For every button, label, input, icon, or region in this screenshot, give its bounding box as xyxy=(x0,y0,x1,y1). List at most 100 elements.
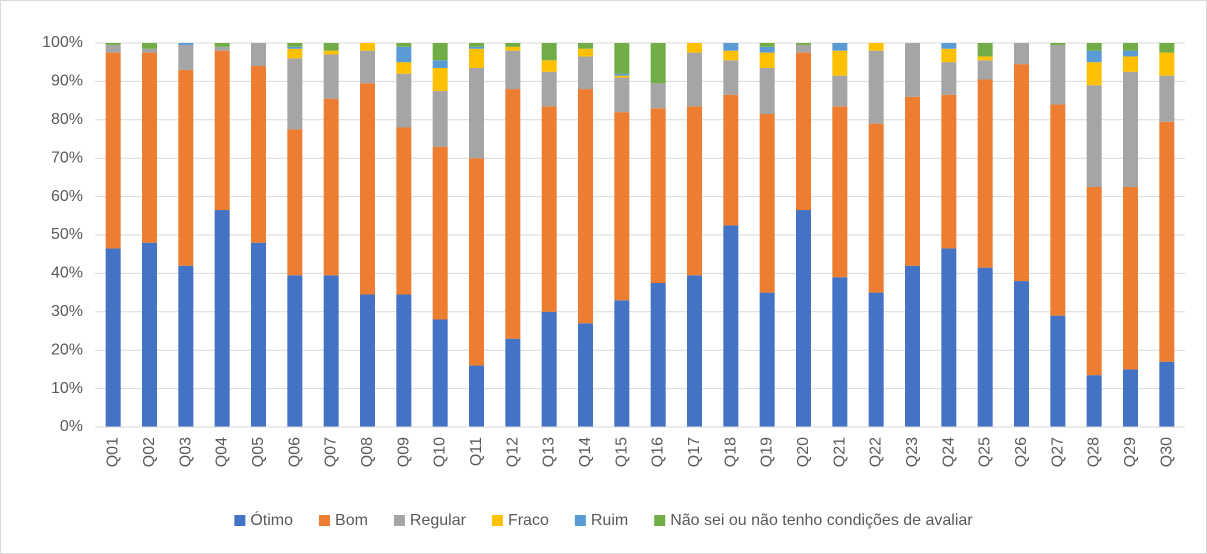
x-tick-label: Q09 xyxy=(395,437,412,467)
bar-segment xyxy=(323,43,339,51)
x-tick-label: Q02 xyxy=(141,437,158,467)
bar-segment xyxy=(1014,43,1029,65)
bar-segment xyxy=(687,52,702,107)
bar-segment xyxy=(796,44,811,53)
bar-segment xyxy=(941,94,957,249)
bar-segment xyxy=(578,56,593,90)
bar-segment xyxy=(323,54,339,99)
bar-segment xyxy=(323,50,339,55)
x-tick-label: Q21 xyxy=(831,437,848,467)
bar-segment xyxy=(941,48,957,63)
bar-segment xyxy=(1159,75,1175,122)
bar-segment xyxy=(105,44,121,53)
x-tick-label: Q20 xyxy=(795,437,812,467)
bar-segment xyxy=(214,210,230,427)
bar-segment xyxy=(1014,281,1029,427)
bar-segment xyxy=(759,43,775,47)
bar-segment xyxy=(1159,52,1175,76)
bar-segment xyxy=(941,248,957,427)
bar-segment xyxy=(469,365,484,427)
bar-segment xyxy=(759,292,775,427)
bar-segment xyxy=(505,338,521,427)
bar-segment xyxy=(1159,121,1175,362)
bar-segment xyxy=(614,73,630,76)
bar-segment xyxy=(178,43,194,45)
y-tick-label: 100% xyxy=(42,34,83,51)
bar-segment xyxy=(251,43,266,67)
legend-label: Regular xyxy=(410,512,467,529)
x-tick-label: Q29 xyxy=(1122,437,1139,467)
bar-segment xyxy=(687,106,702,276)
bar-segment xyxy=(214,43,230,47)
legend-label: Bom xyxy=(335,512,368,529)
y-tick-label: 70% xyxy=(51,149,83,166)
bar-segment xyxy=(1123,56,1138,72)
bar-segment xyxy=(650,83,666,109)
x-tick-label: Q22 xyxy=(868,437,885,467)
bar-segment xyxy=(1050,43,1066,45)
bar-segment xyxy=(251,242,266,427)
bar-segment xyxy=(1086,375,1102,427)
bar-segment xyxy=(1086,85,1102,187)
bar-segment xyxy=(905,265,920,427)
x-tick-label: Q05 xyxy=(250,437,267,467)
bar-segment xyxy=(469,48,484,68)
x-tick-label: Q14 xyxy=(577,437,594,467)
x-tick-label: Q28 xyxy=(1086,437,1103,467)
bar-segment xyxy=(723,94,739,226)
bar-segment xyxy=(1123,187,1138,370)
bar-segment xyxy=(941,43,957,49)
bar-segment xyxy=(614,300,630,427)
bar-segment xyxy=(832,277,848,427)
bar-segment xyxy=(396,43,412,47)
bar-segment xyxy=(1123,43,1138,51)
bar-segment xyxy=(832,75,848,107)
bar-segment xyxy=(541,43,557,61)
y-tick-label: 80% xyxy=(51,111,83,128)
legend-label: Fraco xyxy=(508,512,549,529)
bar-segment xyxy=(432,91,448,147)
x-tick-label: Q19 xyxy=(759,437,776,467)
bar-segment xyxy=(687,275,702,427)
bar-segment xyxy=(1086,43,1102,51)
bar-segment xyxy=(178,265,194,427)
x-tick-label: Q11 xyxy=(468,437,485,466)
bar-segment xyxy=(614,77,630,113)
bar-segment xyxy=(105,43,121,45)
legend-label: Ótimo xyxy=(250,510,293,529)
bar-segment xyxy=(541,60,557,72)
bar-segment xyxy=(941,62,957,95)
legend-swatch xyxy=(393,515,405,526)
x-tick-label: Q17 xyxy=(686,437,703,467)
x-tick-label: Q10 xyxy=(432,437,449,467)
bar-segment xyxy=(578,89,593,324)
bar-segment xyxy=(105,248,121,427)
bar-segment xyxy=(323,98,339,276)
bar-segment xyxy=(323,275,339,427)
y-tick-label: 40% xyxy=(51,265,83,282)
bar-segment xyxy=(142,43,157,49)
bar-segment xyxy=(868,50,884,124)
y-tick-label: 50% xyxy=(51,226,83,243)
bar-segment xyxy=(251,66,266,243)
bar-segment xyxy=(142,242,157,427)
bar-segment xyxy=(287,275,303,427)
bar-segment xyxy=(614,43,630,74)
bar-segment xyxy=(650,108,666,283)
bar-segment xyxy=(650,283,666,427)
bar-segment xyxy=(287,129,303,276)
bar-segment xyxy=(578,48,593,57)
bar-segment xyxy=(541,106,557,312)
bar-segment xyxy=(1086,187,1102,376)
x-tick-label: Q18 xyxy=(722,437,739,467)
y-tick-label: 0% xyxy=(60,418,83,435)
x-tick-label: Q06 xyxy=(286,437,303,467)
bar-segment xyxy=(1086,50,1102,63)
bar-segment xyxy=(1050,104,1066,316)
bar-segment xyxy=(432,67,448,91)
x-tick-label: Q30 xyxy=(1158,437,1175,467)
bar-segment xyxy=(432,60,448,68)
y-tick-label: 30% xyxy=(51,303,83,320)
bar-segment xyxy=(796,52,811,211)
bar-segment xyxy=(360,50,375,84)
